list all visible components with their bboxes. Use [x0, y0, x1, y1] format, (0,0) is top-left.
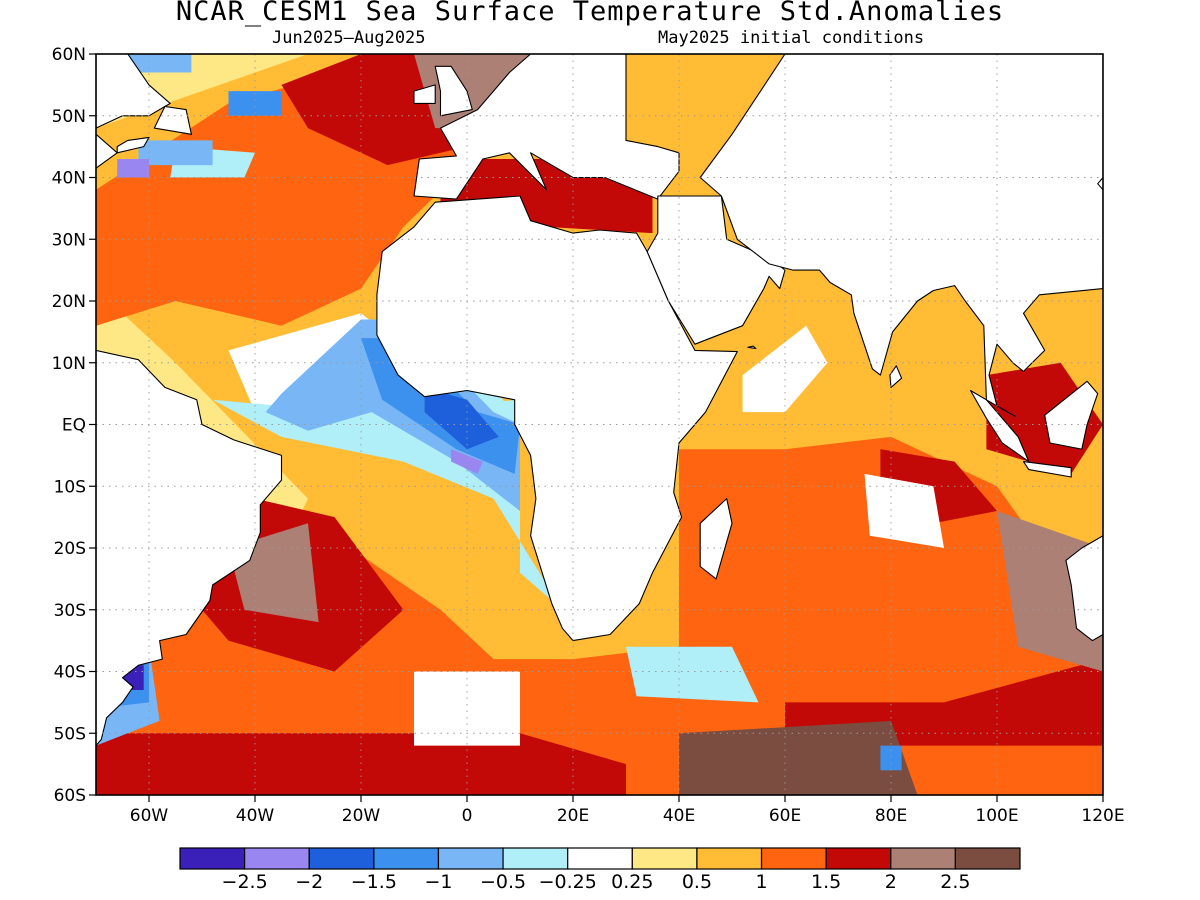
longitude-labels: 60W 40W 20W 0 20E 40E 60E 80E 100E 120E [130, 795, 1125, 826]
anomaly-region-21 [626, 646, 759, 703]
colorbar-swatch [631, 847, 698, 870]
lon-label: 20W [342, 806, 381, 826]
lon-label: 40W [236, 806, 275, 826]
lat-label: 50N [52, 107, 86, 127]
colorbar-swatch [244, 847, 310, 870]
colorbar-label: −1 [424, 871, 452, 893]
colorbar-swatch [502, 847, 569, 870]
lat-label: 10S [54, 477, 86, 497]
lon-label: 100E [975, 806, 1018, 826]
colorbar-label: 1 [755, 871, 767, 893]
lon-label: 20E [557, 806, 589, 826]
colorbar-swatch [760, 847, 827, 870]
lat-label: 60S [54, 786, 86, 806]
graticule [96, 54, 1103, 795]
land-masses [96, 17, 1103, 747]
anomaly-region-7 [96, 733, 626, 795]
land-india-ceylon [889, 365, 903, 388]
lat-label: 30N [52, 230, 86, 250]
anomaly-region-18 [742, 325, 828, 413]
colorbar-label: −2 [295, 871, 323, 893]
colorbar-swatch [567, 847, 633, 870]
colorbar-swatch [825, 847, 892, 870]
land-sumatra [969, 389, 1030, 463]
map-title: NCAR_CESM1 Sea Surface Temperature Std.A… [175, 0, 1005, 27]
anomaly-region-17 [414, 671, 520, 746]
colorbar-swatch [954, 847, 1021, 870]
colorbar-label: −0.25 [539, 871, 597, 893]
lat-label: 10N [52, 354, 86, 374]
land-europe [413, 54, 680, 200]
latitude-labels: 60N 50N 40N 30N 20N 10N EQ 10S 20S 30S 40S 50S 60S [52, 45, 96, 806]
land-labrador [96, 54, 171, 129]
colorbar-swatch [696, 847, 763, 870]
land-japan-korea [1097, 176, 1103, 191]
anomaly-region-16 [864, 473, 944, 548]
anomaly-region-33 [117, 159, 149, 178]
anomaly-region-13 [997, 511, 1103, 672]
land-south-america [96, 349, 283, 747]
lon-label: 60W [130, 806, 169, 826]
forecast-period: Jun2025–Aug2025 [272, 28, 426, 48]
land-asia [699, 54, 1103, 418]
anomaly-region-25 [138, 140, 213, 166]
lat-label: 30S [54, 601, 86, 621]
lat-label: 20S [54, 539, 86, 559]
land-arabia-socotra [747, 345, 757, 350]
land-java [1022, 461, 1072, 478]
land-borneo [1044, 380, 1099, 450]
anomaly-region-31 [424, 387, 499, 450]
land-british-isles [434, 65, 473, 117]
land-iceland [340, 17, 398, 36]
lat-label: 20N [52, 292, 86, 312]
colorbar-swatch [373, 847, 440, 870]
anomaly-region-30 [880, 745, 902, 771]
colorbar-label: −1.5 [351, 871, 397, 893]
land-australia [1065, 535, 1103, 642]
anomaly-region-23 [265, 319, 520, 511]
land-newfoundland [153, 105, 192, 135]
land-madagascar [699, 498, 733, 580]
colorbar-label: 0.5 [682, 871, 712, 893]
lon-label: 80E [875, 806, 907, 826]
lat-label: 40S [54, 663, 86, 683]
lon-label: 0 [462, 806, 473, 826]
lat-label: 60N [52, 45, 86, 65]
lat-label: 50S [54, 724, 86, 744]
land-north-america [96, 133, 118, 169]
colorbar-label: 2.5 [940, 871, 970, 893]
colorbar-swatch [437, 847, 504, 870]
initial-conditions: May2025 initial conditions [658, 28, 925, 48]
anomaly-region-26 [122, 54, 192, 73]
anomaly-region-14 [679, 720, 918, 795]
colorbar-swatch [308, 847, 375, 870]
land-middle-east [646, 195, 786, 345]
land-africa [376, 195, 738, 642]
colorbar-label: −0.5 [480, 871, 526, 893]
lon-label: 60E [769, 806, 801, 826]
lon-label: 40E [663, 806, 695, 826]
colorbar-label: 1.5 [811, 871, 841, 893]
lon-label: 120E [1081, 806, 1124, 826]
anomaly-region-29 [228, 91, 282, 116]
lat-label: EQ [62, 416, 86, 436]
colorbar-label: −2.5 [222, 871, 268, 893]
colorbar-swatch [179, 847, 246, 870]
anomaly-region-32 [451, 449, 483, 474]
land-ireland [413, 84, 436, 104]
colorbar-label: 2 [885, 871, 897, 893]
colorbar-label: 0.25 [611, 871, 653, 893]
colorbar: −2.5 −2 −1.5 −1 −0.5 −0.25 0.25 0.5 1 1.5 2 2.5 [179, 847, 1021, 893]
land-nova-scotia [116, 136, 150, 154]
lat-label: 40N [52, 169, 86, 189]
colorbar-swatch [890, 847, 956, 870]
